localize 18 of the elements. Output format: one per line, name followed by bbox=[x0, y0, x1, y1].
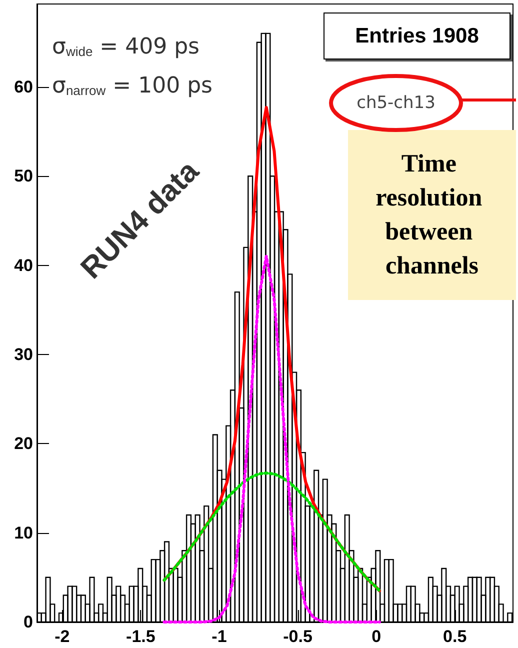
annotation: ch5-ch13 bbox=[356, 93, 436, 113]
y-tick-label: 60 bbox=[14, 77, 33, 96]
annotation: σwide = 409 ps bbox=[52, 34, 200, 60]
y-tick-label: 50 bbox=[14, 166, 33, 186]
x-tick-label: -2 bbox=[54, 627, 70, 646]
x-tick-label: 0.5 bbox=[443, 627, 467, 646]
annotation: σnarrow = 100 ps bbox=[52, 74, 213, 98]
y-tick-label: 20 bbox=[14, 434, 33, 454]
x-tick-label: -1 bbox=[212, 627, 227, 646]
y-tick-label: 10 bbox=[14, 523, 33, 542]
y-tick-label: 0 bbox=[24, 612, 33, 632]
annotation: Entries 1908 bbox=[355, 24, 480, 48]
annotation: Time resolution between channels bbox=[376, 150, 488, 280]
x-tick-label: 0 bbox=[372, 627, 382, 646]
x-tick-label: -0.5 bbox=[283, 627, 312, 646]
y-tick-label: 40 bbox=[14, 256, 33, 275]
y-tick-label: 30 bbox=[14, 344, 33, 364]
x-tick-label: -1.5 bbox=[126, 627, 156, 646]
